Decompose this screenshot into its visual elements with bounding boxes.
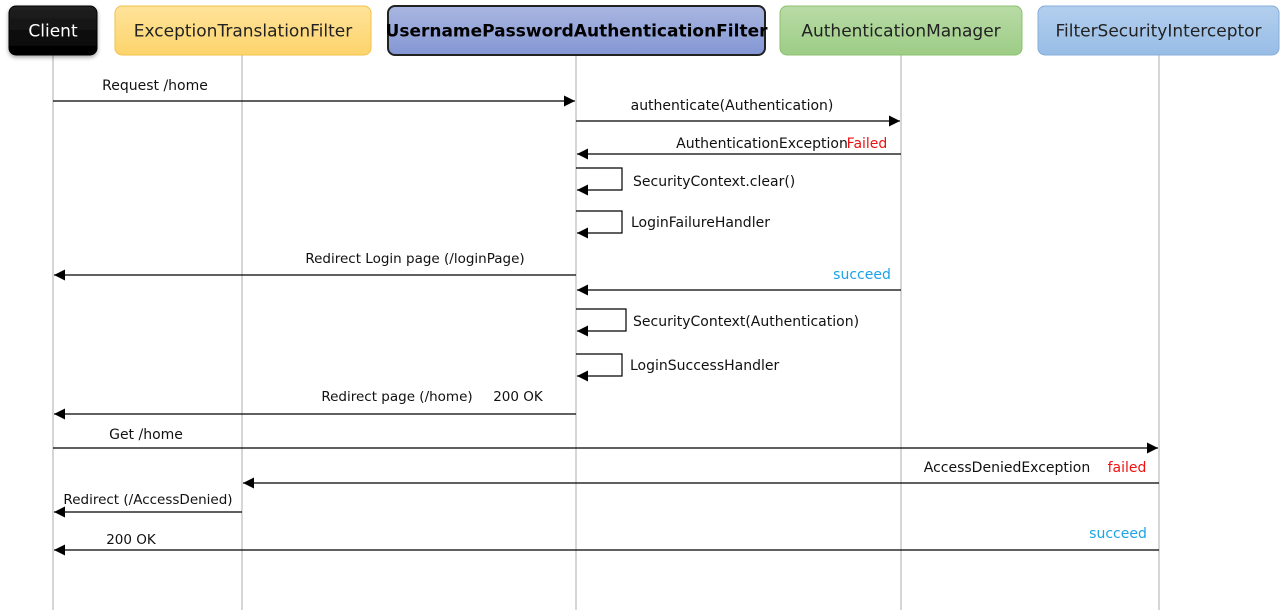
message: SecurityContext(Authentication) bbox=[576, 308, 859, 337]
message-label: Redirect page (/home) bbox=[321, 389, 472, 405]
status-label-failed: failed bbox=[1108, 460, 1147, 476]
participant-label: AuthenticationManager bbox=[801, 22, 1000, 42]
arrowhead bbox=[577, 370, 588, 382]
message-label: Redirect Login page (/loginPage) bbox=[305, 251, 524, 267]
arrowhead bbox=[564, 95, 575, 107]
self-message-arrow bbox=[576, 167, 623, 191]
message-label: 200 OK bbox=[106, 532, 157, 548]
arrowhead bbox=[54, 269, 65, 281]
arrowhead bbox=[577, 325, 588, 337]
arrowhead bbox=[577, 227, 588, 239]
participant-box: ExceptionTranslationFilter bbox=[114, 5, 372, 56]
arrowhead bbox=[889, 115, 900, 127]
participant-label: UsernamePasswordAuthenticationFilter bbox=[386, 22, 769, 42]
participant-box: Client bbox=[8, 5, 98, 56]
message-label: AccessDeniedException bbox=[924, 460, 1090, 476]
message-label: authenticate(Authentication) bbox=[631, 98, 834, 114]
message-label: AuthenticationException bbox=[676, 136, 848, 152]
arrowhead bbox=[1147, 442, 1158, 454]
message: authenticate(Authentication) bbox=[576, 98, 900, 127]
arrowhead bbox=[243, 477, 254, 489]
message: 200 OK succeed bbox=[54, 526, 1159, 556]
message: Redirect page (/home) 200 OK bbox=[54, 389, 576, 420]
message-label: LoginSuccessHandler bbox=[630, 358, 779, 374]
arrowhead bbox=[54, 506, 65, 518]
status-label-failed: Failed bbox=[847, 136, 888, 152]
message: Get /home bbox=[53, 427, 1158, 454]
self-message-arrow bbox=[576, 353, 623, 377]
status-label-succeed: succeed bbox=[1089, 526, 1147, 542]
arrowhead bbox=[577, 284, 588, 296]
participant-label: ExceptionTranslationFilter bbox=[134, 22, 352, 42]
message-label: LoginFailureHandler bbox=[631, 215, 770, 231]
status-label-plain: 200 OK bbox=[493, 389, 544, 405]
self-message-arrow bbox=[576, 210, 623, 234]
arrowhead bbox=[54, 408, 65, 420]
message-label: SecurityContext(Authentication) bbox=[633, 314, 859, 330]
message: succeed bbox=[577, 267, 901, 296]
message: Redirect Login page (/loginPage) bbox=[54, 251, 576, 281]
participant-box: UsernamePasswordAuthenticationFilter bbox=[386, 5, 769, 56]
message: LoginSuccessHandler bbox=[576, 353, 779, 382]
arrowhead bbox=[577, 148, 588, 160]
participant-box: FilterSecurityInterceptor bbox=[1037, 5, 1280, 56]
message-label: Get /home bbox=[109, 427, 183, 443]
self-message-arrow bbox=[576, 308, 627, 332]
status-label-succeed: succeed bbox=[833, 267, 891, 283]
participant-box: AuthenticationManager bbox=[779, 5, 1023, 56]
message: AccessDeniedException failed bbox=[243, 460, 1159, 489]
message-label: Request /home bbox=[102, 78, 208, 94]
arrowhead bbox=[54, 544, 65, 556]
message: Request /home bbox=[53, 78, 575, 107]
arrowhead bbox=[577, 184, 588, 196]
participant-label: Client bbox=[28, 22, 78, 42]
message: LoginFailureHandler bbox=[576, 210, 770, 239]
message: Redirect (/AccessDenied) bbox=[54, 492, 242, 518]
participant-label: FilterSecurityInterceptor bbox=[1055, 22, 1261, 42]
message-label: SecurityContext.clear() bbox=[633, 174, 795, 190]
message-label: Redirect (/AccessDenied) bbox=[63, 492, 232, 508]
message: SecurityContext.clear() bbox=[576, 167, 795, 196]
